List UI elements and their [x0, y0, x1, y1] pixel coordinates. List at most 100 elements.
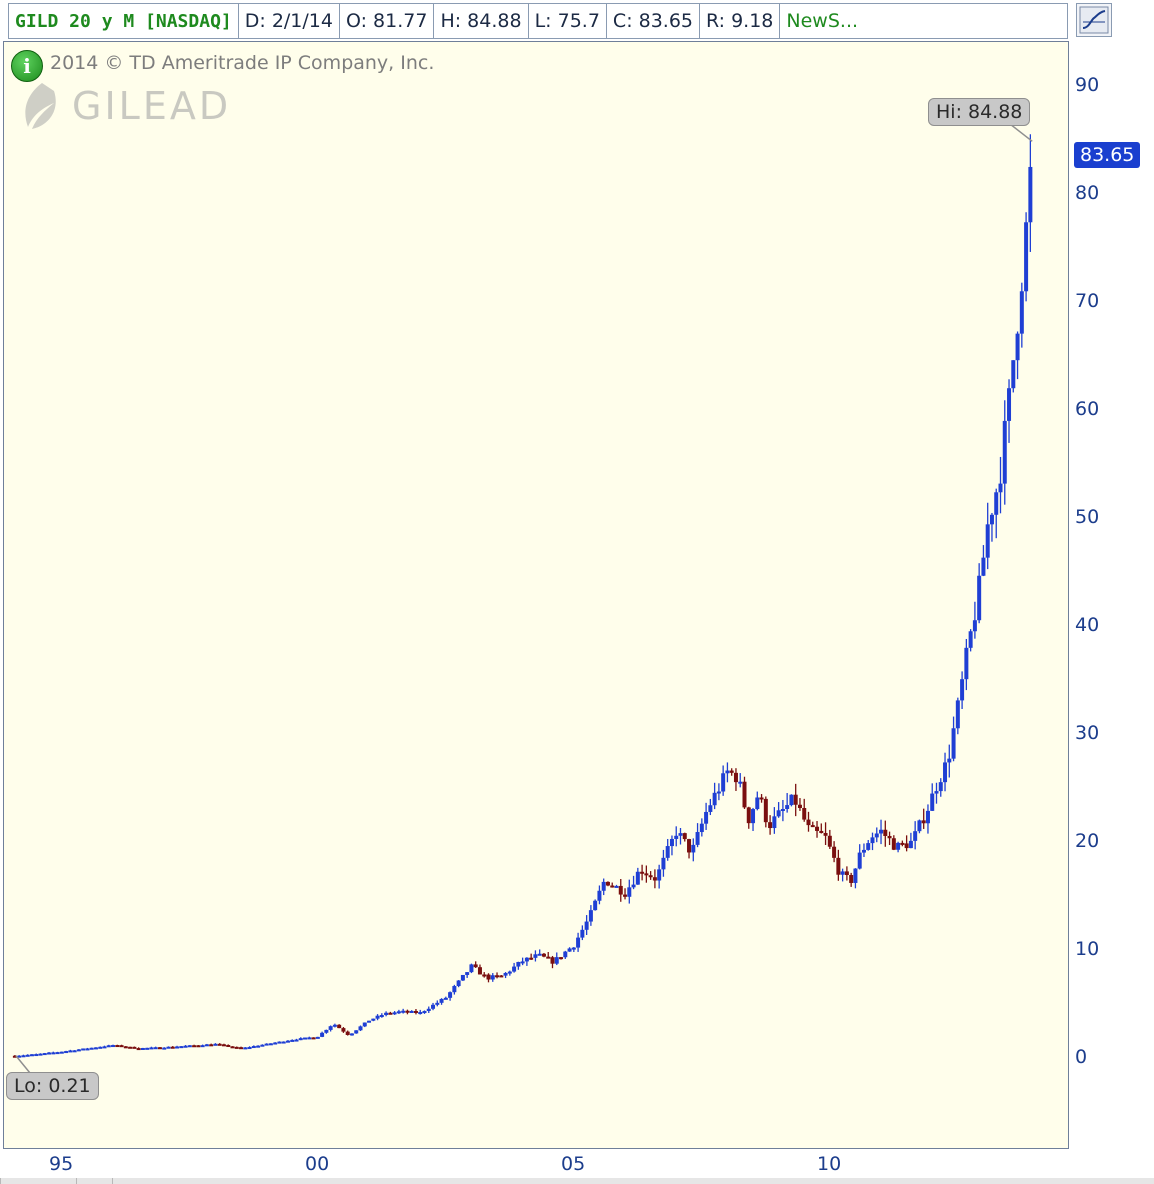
price-bar-body: [55, 1052, 60, 1055]
price-bar-body: [815, 826, 820, 831]
price-bar-body: [38, 1053, 43, 1056]
price-bar-body: [832, 846, 837, 858]
price-bar-body: [145, 1047, 150, 1050]
price-bar-body: [264, 1043, 269, 1046]
price-bar-body: [793, 794, 798, 805]
high-pointer: [1009, 123, 1033, 142]
price-bar-body: [516, 961, 521, 967]
x-tick-label: 95: [49, 1153, 74, 1175]
price-bar-body: [768, 822, 773, 829]
y-tick-label: 70: [1075, 290, 1100, 312]
price-bar-body: [460, 974, 465, 981]
scrollbar-segment[interactable]: [76, 1178, 113, 1184]
price-bar-body: [384, 1012, 389, 1016]
chart-style-icon: [1079, 6, 1109, 34]
symbol-label[interactable]: GILD 20 y M [NASDAQ]: [9, 4, 239, 38]
price-bar-body: [439, 998, 444, 1003]
price-bar-body: [140, 1047, 145, 1050]
price-bar-body: [934, 791, 939, 794]
price-bar-body: [785, 805, 790, 809]
price-bar-body: [349, 1033, 354, 1036]
price-bar-body: [913, 831, 918, 841]
price-bar-body: [89, 1047, 94, 1050]
price-bar-body: [93, 1047, 98, 1050]
price-bar-body: [925, 810, 930, 824]
price-bar-body: [960, 679, 965, 701]
price-bar-body: [943, 762, 948, 783]
price-bar-body: [951, 728, 956, 759]
info-icon[interactable]: i: [11, 50, 43, 82]
price-bar-body: [695, 832, 700, 845]
price-bar-body: [772, 816, 777, 829]
price-bar-body: [179, 1046, 184, 1049]
plot-area[interactable]: [3, 41, 1069, 1149]
price-bar-body: [584, 921, 589, 930]
price-bar-body: [448, 992, 453, 998]
low-value: L: 75.7: [529, 4, 607, 38]
price-bar-body: [512, 966, 517, 972]
price-bar-body: [797, 804, 802, 809]
leaf-logo-icon: [25, 83, 56, 129]
price-bar-body: [597, 890, 602, 901]
high-value: H: 84.88: [434, 4, 529, 38]
price-bar-body: [763, 798, 768, 823]
price-bar-body: [435, 1002, 440, 1005]
price-bar-body: [580, 929, 585, 938]
price-bar-body: [998, 483, 1003, 493]
price-bar-body: [917, 820, 922, 832]
date-value: D: 2/1/14: [239, 4, 340, 38]
price-bar-body: [337, 1024, 342, 1029]
price-bar-body: [733, 772, 738, 783]
price-bar-body: [1002, 420, 1007, 484]
copyright-text: 2014 © TD Ameritrade IP Company, Inc.: [50, 52, 435, 74]
quote-header: GILD 20 y M [NASDAQ] D: 2/1/14 O: 81.77 …: [8, 3, 1068, 39]
price-bar-body: [780, 808, 785, 811]
price-bar-body: [746, 807, 751, 824]
price-bar-body: [691, 844, 696, 853]
price-bar-body: [59, 1051, 64, 1054]
price-bar-body: [443, 997, 448, 1000]
price-bar-body: [490, 975, 495, 980]
price-bar-body: [422, 1010, 427, 1013]
price-bar-body: [209, 1044, 214, 1047]
price-bar-body: [409, 1010, 414, 1013]
scrollbar-segment[interactable]: [112, 1178, 149, 1184]
price-bar-body: [392, 1012, 397, 1015]
price-bar-body: [640, 871, 645, 874]
price-bar-body: [704, 811, 709, 824]
y-tick-label: 10: [1075, 938, 1100, 960]
price-bar-body: [635, 871, 640, 885]
price-bar-body: [601, 881, 606, 891]
price-bar-body: [157, 1047, 162, 1050]
price-bar-body: [729, 770, 734, 773]
price-bar-body: [823, 832, 828, 836]
price-bar-body: [678, 833, 683, 836]
price-bar-body: [375, 1015, 380, 1019]
price-bar-body: [354, 1030, 359, 1034]
price-bar-body: [102, 1046, 107, 1049]
scrollbar-segment[interactable]: [0, 1178, 77, 1184]
price-bar-body: [187, 1045, 192, 1048]
price-bar-body: [21, 1055, 26, 1058]
callout-pointers: [15, 123, 1033, 1074]
price-bar-body: [285, 1040, 290, 1043]
price-bar-body: [367, 1020, 372, 1023]
price-bar-body: [81, 1048, 86, 1051]
horizontal-scrollbar[interactable]: [0, 1178, 1154, 1184]
news-link[interactable]: NewS...: [786, 10, 859, 32]
price-bar-body: [571, 947, 576, 950]
price-bar-body: [42, 1053, 47, 1056]
price-bar-body: [537, 953, 542, 956]
price-bar-body: [674, 835, 679, 839]
price-bar-body: [76, 1049, 81, 1052]
price-bar-body: [605, 881, 610, 886]
price-bar-body: [1007, 388, 1012, 421]
low-pointer: [15, 1055, 31, 1074]
price-bar-body: [247, 1047, 252, 1050]
price-bar-body: [277, 1041, 282, 1044]
close-value: C: 83.65: [607, 4, 701, 38]
price-bar-body: [879, 829, 884, 834]
price-bar-body: [213, 1043, 218, 1046]
chart-style-button[interactable]: [1076, 3, 1112, 37]
price-bar-body: [891, 838, 896, 850]
